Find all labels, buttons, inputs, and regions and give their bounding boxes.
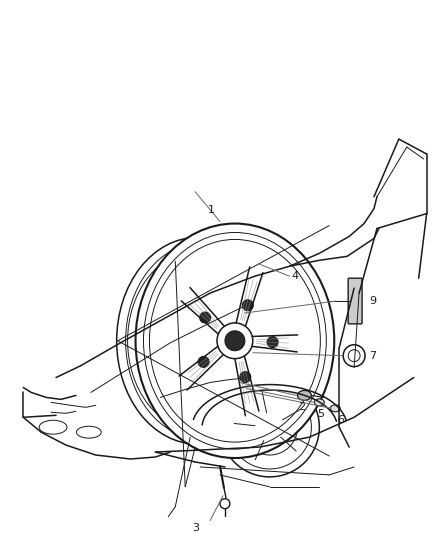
Circle shape [198, 357, 209, 367]
Text: 9: 9 [369, 296, 376, 306]
Circle shape [267, 337, 278, 348]
Circle shape [200, 312, 211, 323]
Text: 4: 4 [292, 271, 299, 281]
Ellipse shape [330, 405, 340, 412]
Circle shape [217, 323, 253, 359]
Text: 7: 7 [369, 351, 376, 361]
Circle shape [225, 331, 245, 351]
Ellipse shape [297, 391, 311, 400]
Text: 3: 3 [192, 522, 199, 532]
FancyBboxPatch shape [348, 278, 362, 324]
Circle shape [242, 300, 253, 311]
Text: 1: 1 [208, 205, 215, 215]
Ellipse shape [314, 399, 324, 406]
Text: 6: 6 [337, 415, 344, 425]
Ellipse shape [135, 223, 334, 458]
Text: 2: 2 [298, 402, 306, 413]
Text: 5: 5 [318, 409, 325, 419]
Circle shape [240, 372, 251, 383]
